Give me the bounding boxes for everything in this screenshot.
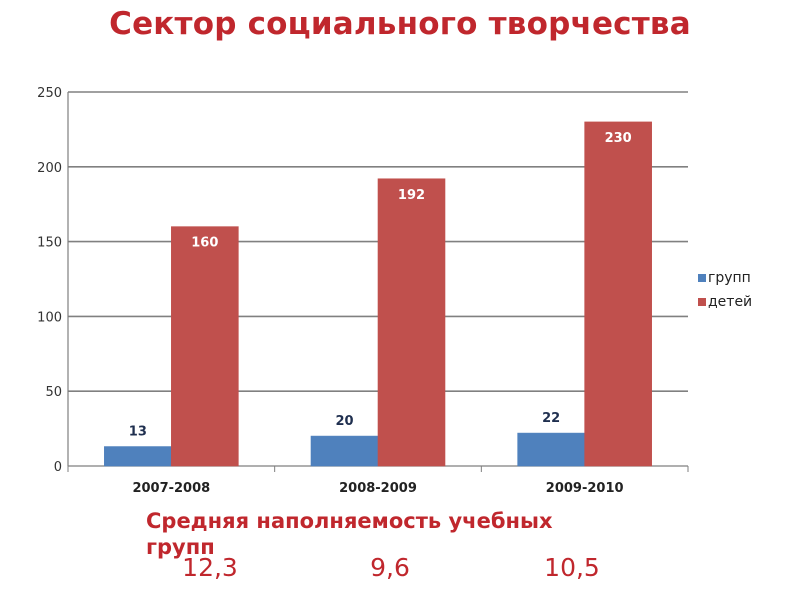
y-tick-label: 100	[37, 310, 62, 325]
bar-children	[171, 226, 239, 467]
legend-swatch	[698, 298, 706, 306]
average-value-2007-2008: 12,3	[182, 553, 238, 582]
y-tick-label: 200	[37, 161, 62, 176]
data-label: 192	[398, 188, 425, 203]
y-tick-label: 50	[45, 385, 62, 400]
x-category-label: 2007-2008	[132, 481, 210, 496]
chart-caption: Средняя наполняемость учебных групп	[146, 509, 553, 559]
legend-label: групп	[708, 270, 751, 286]
page-title: Сектор социального творчества	[109, 6, 691, 42]
y-tick-label: 150	[37, 236, 62, 251]
bar-children	[584, 121, 652, 467]
average-value-2009-2010: 10,5	[544, 553, 600, 582]
x-category-label: 2008-2009	[339, 481, 417, 496]
y-tick-label: 250	[37, 86, 62, 101]
x-category-label: 2009-2010	[546, 481, 624, 496]
average-value-2008-2009: 9,6	[370, 553, 410, 582]
bar-groups	[517, 432, 585, 467]
legend-swatch	[698, 274, 706, 282]
data-label: 13	[129, 425, 147, 440]
data-label: 230	[605, 131, 632, 146]
legend-label: детей	[708, 294, 752, 310]
data-label: 20	[335, 414, 353, 429]
y-tick-label: 0	[54, 460, 62, 475]
bar-groups	[104, 446, 172, 467]
bar-children	[377, 178, 446, 467]
data-label: 160	[191, 236, 218, 251]
data-label: 22	[542, 411, 560, 426]
bar-groups	[310, 435, 379, 467]
